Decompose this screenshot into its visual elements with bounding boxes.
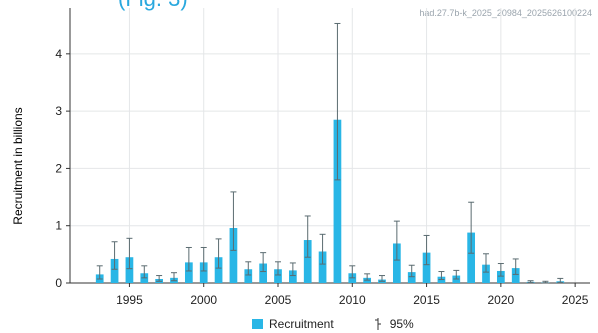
bar-2001: [214, 257, 223, 283]
bar-1994: [110, 258, 119, 283]
y-tick-label: 3: [55, 104, 62, 118]
bar-2015: [422, 252, 431, 283]
legend-swatch-recruitment: [252, 319, 263, 329]
bar-2004: [259, 263, 268, 283]
legend: Recruitment 95%: [252, 316, 414, 332]
x-tick-label: 2005: [265, 293, 292, 307]
y-tick-label: 1: [55, 219, 62, 233]
y-tick-label: 2: [55, 161, 62, 175]
bar-1999: [184, 262, 193, 283]
bar-2020: [496, 270, 505, 283]
x-tick-label: 2010: [339, 293, 366, 307]
bar-2006: [288, 270, 297, 283]
bar-2014: [407, 272, 416, 283]
run-id-label: had.27.7b-k_2025_20984_2025626100224: [419, 8, 592, 18]
x-tick-label: 2025: [562, 293, 589, 307]
bar-2019: [482, 264, 490, 283]
bar-2013: [392, 243, 401, 283]
bar-2018: [467, 232, 476, 283]
bar-2003: [244, 269, 253, 283]
bar-1995: [125, 257, 134, 283]
x-tick-label: 2000: [190, 293, 217, 307]
legend-label-ci: 95%: [389, 317, 414, 331]
y-tick-label: 0: [55, 276, 62, 290]
legend-label-recruitment: Recruitment: [269, 317, 334, 331]
report-title: (Fig. 3): [118, 0, 188, 12]
bar-2002: [229, 228, 238, 283]
bar-2021: [511, 268, 520, 283]
x-tick-label: 2015: [413, 293, 440, 307]
x-tick-label: 2020: [488, 293, 515, 307]
bar-2009: [333, 119, 342, 283]
x-tick-label: 1995: [116, 293, 143, 307]
bar-2007: [303, 240, 312, 283]
bar-2000: [199, 262, 208, 283]
confidence-interval-icon: [374, 318, 381, 330]
bar-2008: [318, 251, 327, 283]
bar-2005: [274, 269, 282, 283]
y-tick-label: 4: [55, 47, 62, 61]
